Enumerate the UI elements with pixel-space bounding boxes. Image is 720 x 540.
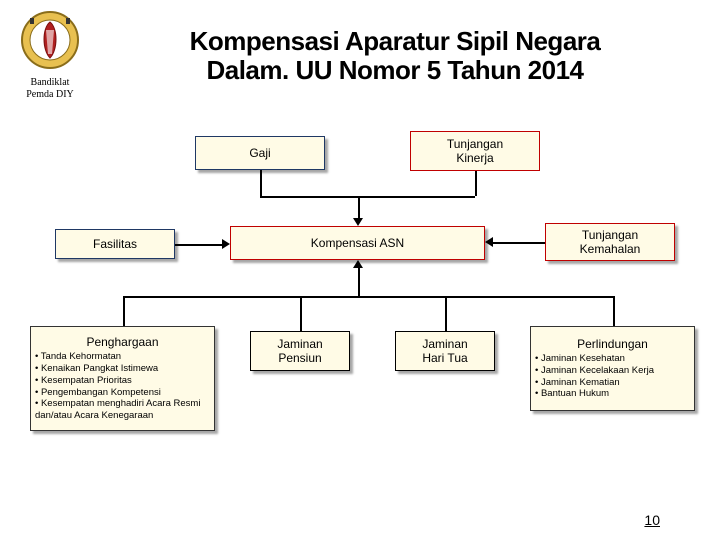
node-jaminan_hari_tua: Jaminan Hari Tua: [395, 331, 495, 371]
node-penghargaan: Penghargaan• Tanda Kehormatan• Kenaikan …: [30, 326, 215, 431]
header: Bandiklat Pemda DIY Kompensasi Aparatur …: [0, 0, 720, 101]
title-line2: Dalam. UU Nomor 5 Tahun 2014: [90, 56, 700, 85]
node-tunj_kinerja: Tunjangan Kinerja: [410, 131, 540, 171]
node-jaminan_pensiun: Jaminan Pensiun: [250, 331, 350, 371]
logo-line2: Pemda DIY: [10, 89, 90, 101]
node-kompensasi: Kompensasi ASN: [230, 226, 485, 260]
logo-column: Bandiklat Pemda DIY: [10, 10, 90, 101]
node-fasilitas: Fasilitas: [55, 229, 175, 259]
node-perlindungan: Perlindungan• Jaminan Kesehatan• Jaminan…: [530, 326, 695, 411]
logo-text: Bandiklat Pemda DIY: [10, 77, 90, 101]
org-diagram: Gaji Tunjangan Kinerja Fasilitas Kompensasi…: [0, 101, 720, 521]
logo-line1: Bandiklat: [10, 77, 90, 89]
node-gaji: Gaji: [195, 136, 325, 170]
node-tunj_kemahalan: Tunjangan Kemahalan: [545, 223, 675, 261]
page-number: 10: [644, 512, 660, 528]
title-line1: Kompensasi Aparatur Sipil Negara: [90, 27, 700, 56]
emblem-icon: [20, 10, 80, 70]
page-title: Kompensasi Aparatur Sipil Negara Dalam. …: [90, 27, 700, 84]
